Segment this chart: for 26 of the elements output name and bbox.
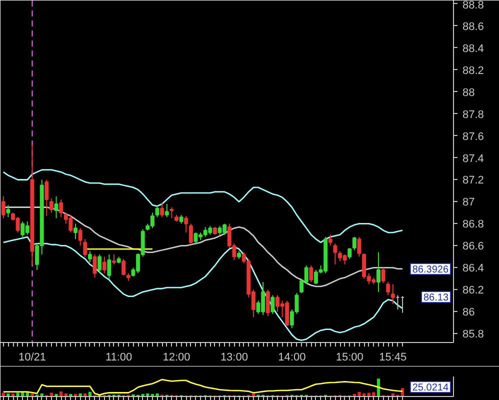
y-tick-label: 87 [462, 196, 475, 209]
text: 25.0214 [412, 382, 449, 394]
y-tick-label: 86.8 [462, 218, 484, 231]
x-tick-label: 12:00 [162, 352, 190, 364]
y-tick-label: 86.2 [462, 284, 484, 297]
x-tick-label: 13:00 [220, 352, 248, 364]
y-tick-label: 88 [462, 86, 475, 99]
y-tick-label: 86.6 [462, 240, 484, 253]
x-tick-label: 15:00 [336, 352, 364, 364]
y-tick-label: 86 [462, 306, 475, 319]
y-tick-label: 87.6 [462, 130, 484, 143]
y-tick-label: 87.4 [462, 152, 484, 165]
y-tick-label: 88.2 [462, 64, 484, 77]
y-tick-label: 85.8 [462, 328, 484, 341]
y-tick-label: 88.4 [462, 42, 484, 55]
y-tick-label: 86.4 [462, 262, 484, 275]
y-tick-label: 88.6 [462, 20, 484, 33]
y-tick-label: 87.8 [462, 108, 484, 121]
text: 86.13 [423, 292, 449, 304]
x-tick-label: 14:00 [278, 352, 306, 364]
text: 86.3926 [412, 264, 449, 276]
x-tick-label: 15:45 [379, 352, 407, 364]
x-tick-label: 10/21 [18, 352, 46, 364]
y-tick-label: 88.8 [462, 0, 484, 12]
x-tick-label: 11:00 [105, 352, 132, 364]
y-tick-label: 87.2 [462, 174, 484, 187]
